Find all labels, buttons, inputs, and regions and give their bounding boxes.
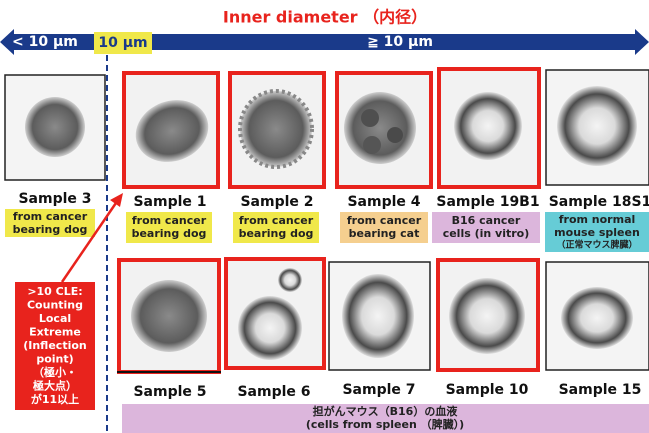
sample-label: Sample 2: [240, 194, 313, 210]
note: mouse spleen: [554, 226, 640, 239]
side-note-line: Extreme: [29, 326, 81, 339]
title: Inner diameter （内径）: [223, 8, 427, 27]
side-note-line: が11以上: [31, 392, 79, 406]
row2-images: [117, 259, 649, 372]
bottom-note: (cells from spleen （脾臓）): [306, 417, 464, 431]
side-note-line: Local: [39, 312, 71, 325]
sample-label: Sample 18S1: [549, 194, 649, 210]
pointer-head: [110, 193, 123, 207]
sample-label: Sample 10: [446, 382, 529, 398]
note: from cancer: [347, 214, 422, 227]
side-note-line: >10 CLE:: [27, 285, 82, 298]
sample-label: Sample 4: [347, 194, 420, 210]
note: B16 cancer: [452, 214, 521, 227]
row1-images: [5, 69, 649, 187]
sample-label: Sample 1: [133, 194, 206, 210]
threshold-label: 10 μm: [98, 35, 147, 51]
note: bearing dog: [239, 227, 314, 240]
sample-label: Sample 15: [559, 382, 642, 398]
side-note-line: （極小・: [33, 365, 77, 379]
note: bearing cat: [349, 227, 420, 240]
note: bearing dog: [132, 227, 207, 240]
bottom-note: 担がんマウス（B16）の血液: [313, 404, 459, 418]
side-note-line: 極大点）: [32, 379, 77, 393]
sample-label: Sample 6: [237, 384, 310, 400]
note: from cancer: [239, 214, 314, 227]
note: bearing dog: [13, 223, 88, 236]
sample-label: Sample 7: [342, 382, 415, 398]
right-label: ≧ 10 μm: [367, 34, 433, 50]
row2-labels: Sample 5 Sample 6 Sample 7 Sample 10 Sam…: [133, 382, 641, 400]
note: from cancer: [13, 210, 88, 223]
note: from cancer: [132, 214, 207, 227]
sample-label: Sample 19B1: [436, 194, 539, 210]
figure: Inner diameter （内径） < 10 μm 10 μm ≧ 10 μ…: [0, 0, 649, 433]
note: （正常マウス脾臓）: [556, 239, 637, 251]
sample-label: Sample 5: [133, 384, 206, 400]
note: from normal: [559, 213, 636, 226]
note: cells (in vitro): [443, 227, 530, 240]
left-label: < 10 μm: [12, 34, 78, 50]
side-note-line: (Inflection: [23, 339, 87, 352]
sample-label: Sample 3: [18, 191, 91, 207]
row1-notes: from cancer bearing dog from cancer bear…: [5, 209, 649, 252]
side-note-line: point): [36, 353, 73, 366]
side-note-line: Counting: [27, 299, 83, 312]
